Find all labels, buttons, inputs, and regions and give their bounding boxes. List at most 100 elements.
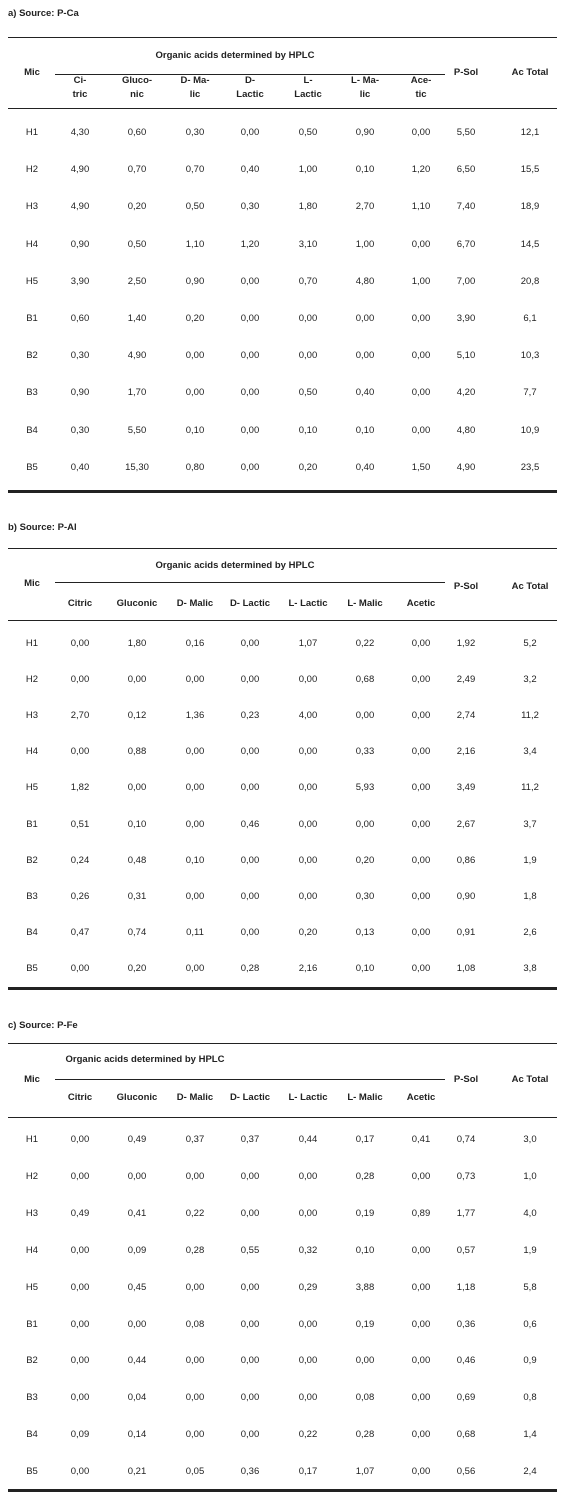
cell: 0,90 [355,127,375,138]
cell: 0,40 [240,164,260,176]
cell: 0,00 [411,1244,431,1256]
column-header: Acetic [406,598,436,609]
cell: 0,00 [240,782,260,794]
row-label: H5 [25,782,39,794]
cell: 0,00 [411,350,431,362]
cell: 1,70 [127,387,147,399]
row-label: B3 [26,387,38,399]
cell: 0,13 [355,926,375,938]
cell: 2,16 [298,962,318,974]
cell: 0,00 [411,1355,431,1367]
cell: 0,00 [355,313,375,324]
cell: 0,00 [411,890,431,902]
cell: 0,00 [298,854,318,866]
column-header: Acetic [406,1092,436,1103]
cell: 1,00 [411,275,431,287]
rule [8,1489,557,1492]
row-label: B1 [26,818,38,830]
cell: 0,45 [127,1281,147,1293]
rule [8,1117,557,1118]
cell: 0,00 [411,854,431,866]
cell: 0,73 [456,1170,476,1182]
cell: 0,00 [298,1355,318,1367]
cell: 0,22 [298,1429,318,1441]
cell: 0,00 [411,1318,431,1330]
cell: 15,30 [125,461,149,473]
cell: 0,6 [523,1318,537,1330]
cell: 6,70 [456,238,476,250]
cell: 2,49 [456,674,476,686]
column-header: Gluco- nic [121,75,153,100]
cell: 0,10 [185,424,205,436]
row-label: H3 [25,710,39,722]
cell: 0,00 [298,746,318,758]
caption: c) Source: P-Fe [8,1020,78,1031]
group-header: Organic acids determined by HPLC [155,50,315,61]
row-label: B3 [26,1392,38,1404]
cell: 4,00 [298,710,318,722]
cell: 0,00 [298,1170,318,1182]
cell: 3,7 [523,818,537,830]
row-label: B1 [26,313,38,324]
cell: 3,8 [523,962,537,974]
row-label: B5 [26,461,38,473]
cell: 0,50 [127,238,147,250]
column-header: Ci- tric [72,75,88,100]
cell: 0,00 [70,638,90,649]
cell: 0,89 [411,1207,431,1219]
cell: 0,36 [456,1318,476,1330]
rule [8,108,557,109]
cell: 0,08 [185,1318,205,1330]
column-header: D- Malic [176,1092,214,1103]
cell: 0,00 [411,818,431,830]
column-header: P-Sol [453,1074,479,1085]
cell: 0,00 [185,962,205,974]
column-header: Mic [24,1074,40,1085]
group-header: Organic acids determined by HPLC [155,560,315,571]
row-label: B5 [26,1466,38,1478]
cell: 0,00 [411,962,431,974]
cell: 0,00 [185,890,205,902]
cell: 0,12 [127,710,147,722]
cell: 0,8 [523,1392,537,1404]
cell: 0,00 [240,387,260,399]
column-header: L- Lactic [288,1092,328,1103]
cell: 0,00 [355,1355,375,1367]
column-header: Ace- tic [410,75,432,100]
cell: 0,00 [70,962,90,974]
cell: 5,10 [456,350,476,362]
column-header: Citric [67,1092,93,1103]
cell: 1,10 [411,201,431,213]
cell: 0,00 [411,1392,431,1404]
cell: 0,00 [411,424,431,436]
cell: 2,4 [523,1466,537,1478]
cell: 2,70 [70,710,90,722]
cell: 10,9 [520,424,540,436]
cell: 0,70 [127,164,147,176]
column-header: Ac Total [511,581,549,592]
cell: 0,00 [70,1355,90,1367]
cell: 11,2 [521,710,539,722]
column-header: L- Malic [347,1092,383,1103]
cell: 0,20 [298,926,318,938]
column-header: P-Sol [453,581,479,592]
cell: 0,10 [298,424,318,436]
cell: 4,20 [456,387,476,399]
row-label: H3 [25,1207,39,1219]
cell: 0,56 [456,1466,476,1478]
cell: 0,00 [298,1392,318,1404]
cell: 0,20 [298,461,318,473]
cell: 7,00 [456,275,476,287]
cell: 0,17 [298,1466,318,1478]
cell: 0,57 [456,1244,476,1256]
rule [8,490,557,493]
cell: 0,00 [298,674,318,686]
column-header: Gluconic [116,1092,158,1103]
cell: 7,7 [523,387,537,399]
cell: 0,10 [355,164,375,176]
cell: 0,70 [185,164,205,176]
column-header: Gluconic [116,598,158,609]
cell: 0,10 [355,424,375,436]
column-header: D- Malic [176,598,214,609]
